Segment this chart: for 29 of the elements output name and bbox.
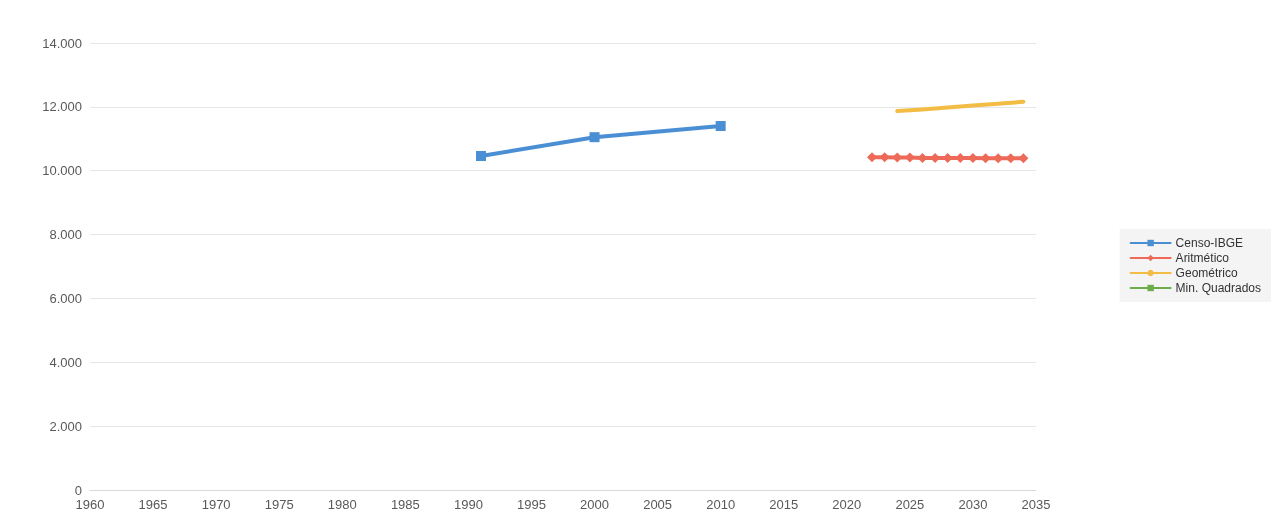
legend-label: Min. Quadrados (1175, 281, 1262, 295)
legend-label: Geométrico (1175, 266, 1238, 280)
y-tick-label: 2.000 (49, 418, 82, 434)
y-tick-label: 8.000 (49, 227, 82, 243)
x-tick-label: 2000 (580, 497, 609, 512)
x-tick-label: 2010 (706, 497, 736, 512)
x-tick-label: 1970 (201, 497, 231, 512)
legend-label: Aritmético (1175, 251, 1230, 265)
x-tick-label: 1990 (453, 497, 483, 512)
x-tick-label: 1975 (264, 497, 294, 512)
x-tick-label: 2015 (769, 497, 799, 512)
y-tick-label: 14.000 (42, 35, 82, 51)
y-tick-label: 6.000 (49, 290, 82, 306)
y-tick-label: 4.000 (49, 354, 82, 370)
y-tick-label: 0 (74, 482, 82, 498)
y-tick-label: 10.000 (42, 163, 82, 179)
x-tick-label: 2030 (958, 497, 988, 512)
x-tick-label: 1960 (75, 497, 105, 512)
x-tick-label: 2035 (1021, 497, 1051, 512)
x-tick-label: 1995 (517, 497, 546, 512)
x-tick-label: 1965 (138, 497, 168, 512)
y-tick-label: 12.000 (42, 99, 82, 115)
line-series (895, 99, 1026, 114)
x-tick-label: 1985 (390, 497, 420, 512)
x-tick-label: 1980 (327, 497, 357, 512)
x-tick-label: 2020 (832, 497, 862, 512)
x-tick-label: 2025 (895, 497, 925, 512)
x-tick-label: 2005 (643, 497, 673, 512)
legend-label: Censo-IBGE (1175, 236, 1243, 250)
